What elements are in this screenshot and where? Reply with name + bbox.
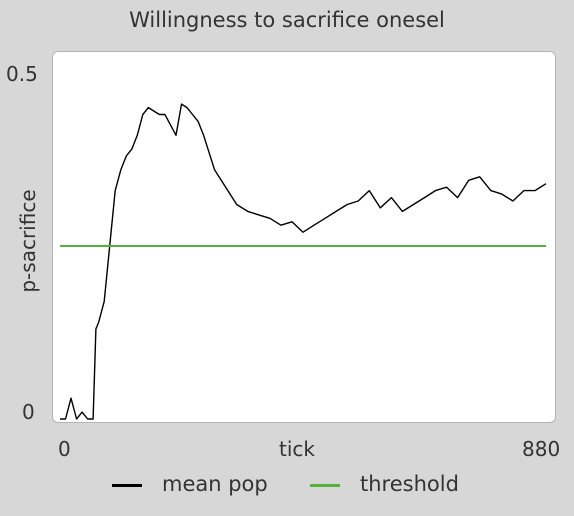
y-tick-min: 0: [22, 400, 35, 424]
x-tick-min: 0: [58, 437, 71, 461]
x-axis-label: tick: [279, 437, 315, 461]
series-line-mean-pop: [60, 103, 547, 420]
chart-title: Willingness to sacrifice onesel: [129, 8, 445, 32]
plot-area: [52, 51, 556, 423]
legend-label-mean-pop: mean pop: [162, 472, 268, 496]
legend: mean pop threshold: [0, 472, 574, 500]
y-tick-max: 0.5: [6, 62, 38, 86]
legend-swatch-mean-pop: [112, 484, 142, 487]
legend-swatch-threshold: [310, 484, 340, 487]
legend-label-threshold: threshold: [360, 472, 459, 496]
x-tick-max: 880: [522, 437, 561, 461]
